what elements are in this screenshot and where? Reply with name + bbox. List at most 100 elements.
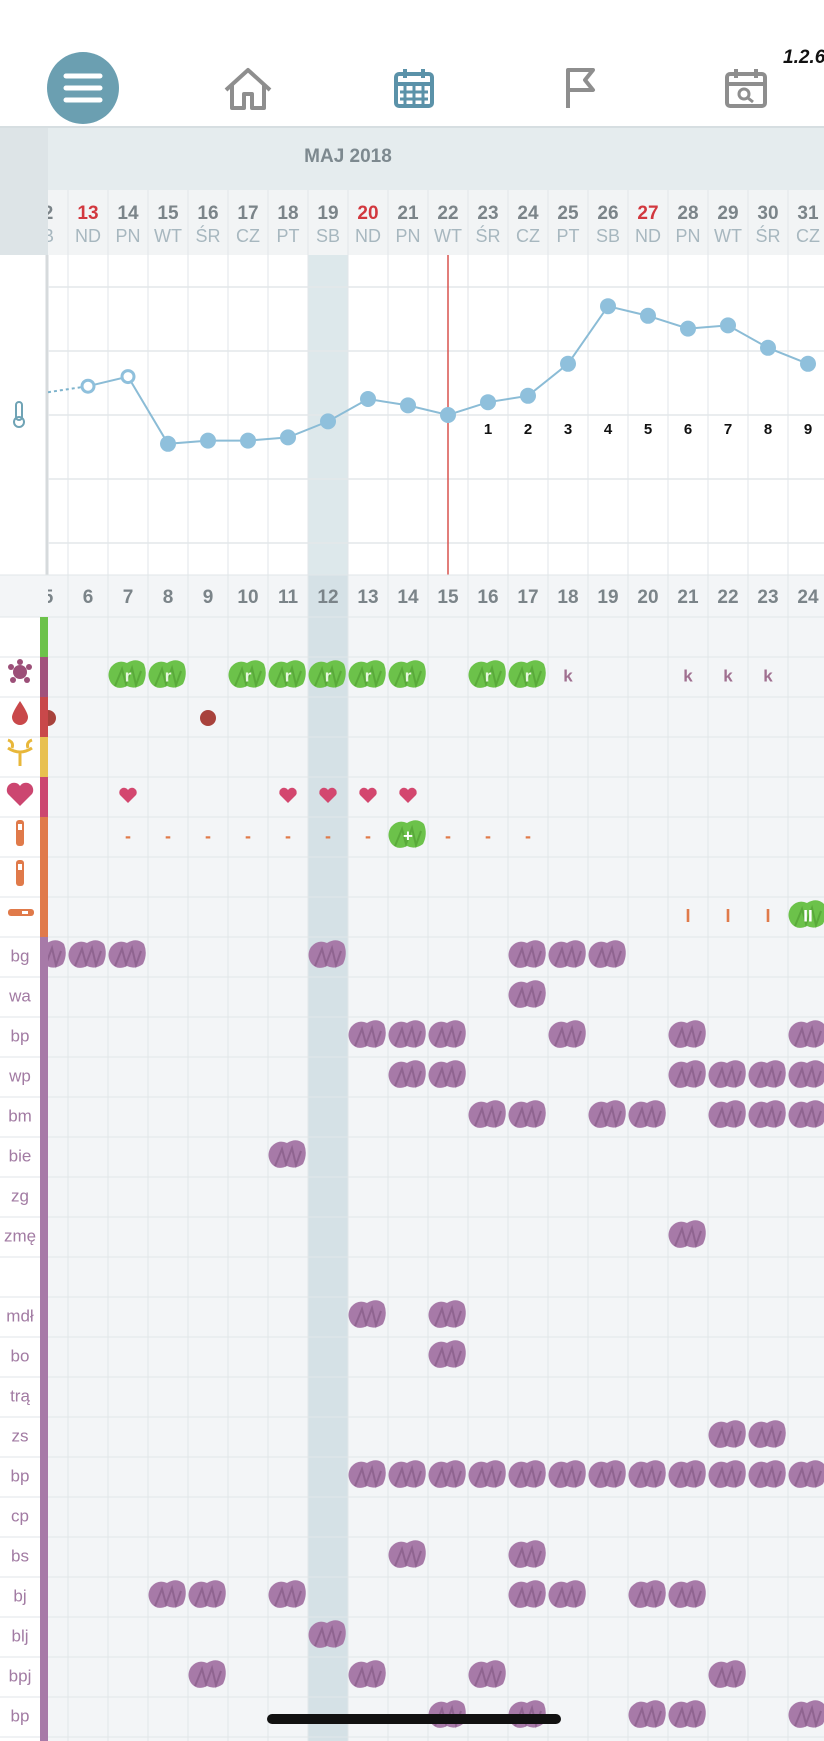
row-label: zg [11,1186,29,1205]
symptom-mark [788,1060,824,1089]
row-color-bar [40,1737,48,1741]
symptom-mark [668,1020,706,1049]
heart-mark [319,787,337,803]
mucus-label: r [485,666,492,685]
row-color-bar [40,1617,48,1657]
mucus-mark: r [228,660,266,689]
day-weekday: CZ [236,226,260,246]
mucus-mark: r [268,660,306,689]
symptom-mark [388,1460,426,1489]
row-color-bar [40,1577,48,1617]
test-mark: - [365,826,371,846]
temperature-point [600,298,616,315]
mucus-mark: k [683,666,693,685]
day-date: 13 [77,203,98,224]
row-label: mdł [6,1306,34,1325]
row-label: bs [11,1546,29,1565]
symptom-mark [268,1580,306,1609]
home-indicator [267,1714,561,1724]
test-icon [16,820,24,846]
day-weekday: ŚR [755,225,780,246]
cycle-day: 6 [83,587,94,608]
blob-scribble [394,664,422,689]
row-label: blj [11,1626,28,1645]
symptom-mark [708,1420,746,1449]
row-label: bie [9,1146,32,1165]
cycle-day: 5 [43,587,54,608]
blob-scribble [714,1664,742,1689]
symptom-mark [428,1300,466,1329]
test-mark: - [445,826,451,846]
blob-scribble [434,1304,462,1329]
row-label: trą [10,1386,30,1405]
blob-scribble [634,1704,662,1729]
blob-scribble [754,1104,782,1129]
day-weekday: PT [276,226,299,246]
temperature-point [240,432,256,449]
symptom-mark [428,1020,466,1049]
cycle-day: 21 [677,587,699,608]
blob-scribble [794,1464,822,1489]
blob-scribble [594,944,622,969]
blob-scribble [514,1104,542,1129]
heart-icon [6,782,34,806]
blob-scribble [674,1224,702,1249]
cycle-day: 12 [317,587,338,608]
chart-gutter [0,255,48,575]
blob-scribble [594,1464,622,1489]
heart-mark [399,787,417,803]
symptom-mark [508,1460,546,1489]
blob-scribble [114,944,142,969]
symptom-mark [348,1300,386,1329]
day-weekday: ND [635,226,661,246]
temperature-point [80,378,96,394]
symptom-mark [748,1100,786,1129]
flag-tab[interactable] [566,68,595,108]
row-color-bar [40,1177,48,1217]
blob-scribble [634,1584,662,1609]
menu-button[interactable] [47,52,119,124]
mucus-label: r [405,666,412,685]
symptom-mark [588,1460,626,1489]
calendar-tab[interactable] [394,69,434,108]
blob-scribble [434,1464,462,1489]
test-mark-label: + [403,826,413,845]
row-labels: bg wa bp wp bm bie zg zmę mdł bo trą zs bp cp bs bj blj b… [4,946,36,1725]
blob-scribble [194,1584,222,1609]
mucus-icon [8,659,32,683]
cycle-day: 13 [357,587,378,608]
phase-label: 4 [604,421,613,438]
blob-scribble [554,1584,582,1609]
blob-scribble [234,664,262,689]
strip-mark: I [685,906,690,926]
day-weekday: CZ [796,226,820,246]
day-weekday: SB [316,226,340,246]
day-date: 21 [397,203,419,224]
row-color-bar [40,1697,48,1737]
day-date: 28 [677,203,698,224]
day-date: 2 [43,203,54,224]
home-tab[interactable] [224,68,272,110]
symptom-mark [108,940,146,969]
mucus-label: r [525,666,532,685]
cycle-day: 8 [163,587,174,608]
temperature-point [520,387,536,404]
symptom-mark [388,1060,426,1089]
blob-scribble [194,1664,222,1689]
calendar-search-tab[interactable] [725,69,767,108]
symptom-mark [68,940,106,969]
symptom-mark [628,1700,666,1729]
blob-scribble [794,1064,822,1089]
symptom-mark [508,1580,546,1609]
row-color-bar [40,1257,48,1297]
symptom-mark [148,1580,186,1609]
temperature-point [720,317,736,334]
symptom-mark [388,1540,426,1569]
blob-scribble [314,1624,342,1649]
row-color-bar [40,777,48,817]
phase-label: 1 [484,421,492,438]
selected-column [308,255,348,1741]
test-mark: - [325,826,331,846]
row-label: bo [11,1346,30,1365]
row-label: zmę [4,1226,36,1245]
